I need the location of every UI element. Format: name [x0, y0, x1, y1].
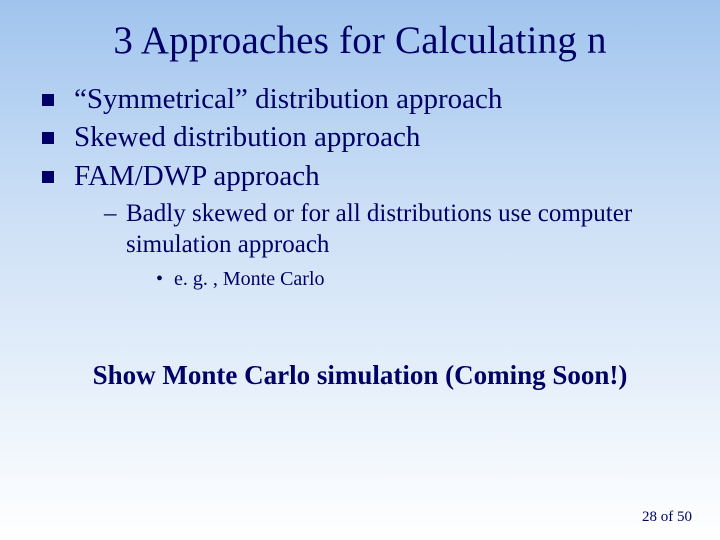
page-current: 28: [642, 509, 657, 525]
sub-bullet-list: Badly skewed or for all distributions us…: [74, 198, 680, 293]
square-bullet-icon: [42, 171, 54, 183]
square-bullet-icon: [42, 132, 54, 144]
square-bullet-icon: [42, 94, 54, 106]
sub-bullet-text: Badly skewed or for all distributions us…: [126, 200, 632, 258]
call-to-action: Show Monte Carlo simulation (Coming Soon…: [40, 360, 680, 391]
page-total: 50: [677, 509, 692, 525]
bullet-item-2: Skewed distribution approach: [40, 119, 680, 155]
slide: 3 Approaches for Calculating n “Symmetri…: [0, 0, 720, 540]
bullet-list: “Symmetrical” distribution approach Skew…: [40, 81, 680, 292]
page-sep: of: [657, 509, 677, 525]
sub-sub-bullet-text: e. g. , Monte Carlo: [174, 268, 325, 290]
page-number: 28 of 50: [642, 509, 692, 526]
sub-sub-bullet-item-1: e. g. , Monte Carlo: [156, 266, 680, 292]
bullet-text: “Symmetrical” distribution approach: [74, 83, 502, 115]
bullet-text: FAM/DWP approach: [74, 160, 320, 192]
sub-bullet-item-1: Badly skewed or for all distributions us…: [104, 198, 680, 293]
slide-title: 3 Approaches for Calculating n: [0, 0, 720, 63]
slide-body: “Symmetrical” distribution approach Skew…: [0, 63, 720, 391]
bullet-text: Skewed distribution approach: [74, 121, 420, 153]
bullet-item-3: FAM/DWP approach Badly skewed or for all…: [40, 158, 680, 293]
bullet-item-1: “Symmetrical” distribution approach: [40, 81, 680, 117]
sub-sub-bullet-list: e. g. , Monte Carlo: [126, 266, 680, 292]
